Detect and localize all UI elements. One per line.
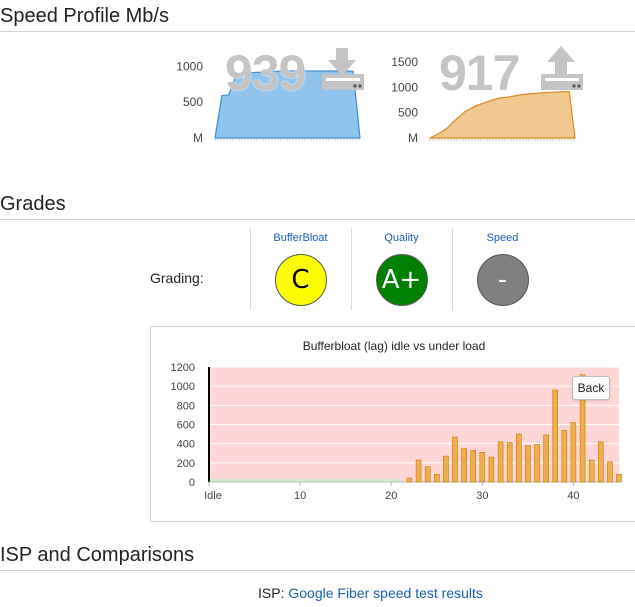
bufferbloat-chart-svg: 0 200 400 600 800 1000 1200 Idle 10 20 30 40 [171,362,622,502]
bufferbloat-bar [470,450,477,483]
download-chart: 1000 500 M 939 [170,48,370,148]
bufferbloat-bar [461,448,467,483]
upload-chart-ytick: 1500 [391,55,418,69]
bufferbloat-ytick-label: 0 [189,477,195,489]
bufferbloat-xtick-label: 30 [476,490,488,502]
grade-bufferbloat-badge: C [274,254,327,306]
bufferbloat-bar [479,452,486,483]
bufferbloat-bar [561,430,568,483]
bufferbloat-bar [534,444,540,483]
speed-profile-title: Speed Profile Mb/s [0,4,635,32]
grade-speed: Speed - [452,228,552,310]
upload-chart-area [429,90,576,139]
bufferbloat-xtick-label: 40 [567,490,579,502]
bufferbloat-bar [597,441,604,483]
bufferbloat-bar [607,461,613,483]
bufferbloat-bar [552,389,559,483]
bufferbloat-bar [543,434,549,483]
bufferbloat-bar [570,422,577,483]
bufferbloat-chart-panel: Bufferbloat (lag) idle vs under load 0 20… [150,326,635,522]
upload-speed-value: 917 [439,45,520,101]
bufferbloat-bar [452,436,458,483]
grade-speed-heading: Speed [486,232,519,244]
upload-chart-ytick: 1000 [391,80,418,94]
grade-quality-heading: Quality [384,232,419,244]
bufferbloat-bar [515,433,522,483]
upload-icon [541,46,583,90]
bufferbloat-bar [443,455,449,483]
bufferbloat-bar [415,459,422,483]
bufferbloat-ytick-label: 600 [177,420,195,432]
bufferbloat-bar [433,474,440,483]
bufferbloat-bar [506,442,513,483]
bufferbloat-ytick-label: 800 [177,400,195,412]
bufferbloat-xtick-label: Idle [204,490,222,502]
bufferbloat-xtick-label: 10 [294,490,306,502]
bufferbloat-ytick-label: 1200 [171,362,195,374]
bufferbloat-ytick-label: 1000 [171,381,195,393]
upload-chart-ytick: 500 [398,106,418,120]
isp-line: ISP: Google Fiber speed test results [258,585,483,601]
grade-quality: Quality A+ [351,228,451,310]
grade-bufferbloat-heading: BufferBloat [273,232,328,244]
bufferbloat-chart-title: Bufferbloat (lag) idle vs under load [302,339,486,353]
bufferbloat-ytick-label: 200 [177,458,195,470]
isp-results-link[interactable]: Google Fiber speed test results [288,585,483,601]
isp-comparisons-title: ISP and Comparisons [0,543,635,571]
bufferbloat-bar [616,474,622,483]
upload-chart: 1500 1000 500 M 917 [385,45,585,148]
upload-chart-ytick: M [408,131,418,145]
download-icon [322,48,364,90]
download-chart-ytick: M [193,131,203,145]
bufferbloat-xtick-label: 20 [385,490,397,502]
grades-title: Grades [0,192,635,220]
bufferbloat-bar [579,374,586,483]
upload-chart-svg: 1500 1000 500 M [391,55,576,145]
bufferbloat-bar [406,477,413,483]
bufferbloat-bar [488,456,495,483]
bufferbloat-bar [588,459,595,483]
bufferbloat-bar [424,466,431,483]
grading-label: Grading: [150,270,204,286]
grade-quality-badge: A+ [375,254,428,306]
bufferbloat-idle-band [209,479,401,482]
bufferbloat-ytick-label: 400 [177,439,195,451]
bufferbloat-bar [497,441,504,483]
download-chart-ytick: 1000 [176,59,203,73]
back-button[interactable]: Back [572,376,610,400]
isp-label: ISP: [258,585,285,601]
grade-speed-badge: - [476,254,529,306]
download-chart-ytick: 500 [183,95,203,109]
bufferbloat-bar [525,445,531,483]
grade-bufferbloat: BufferBloat C [250,228,350,310]
download-speed-value: 939 [225,45,306,101]
